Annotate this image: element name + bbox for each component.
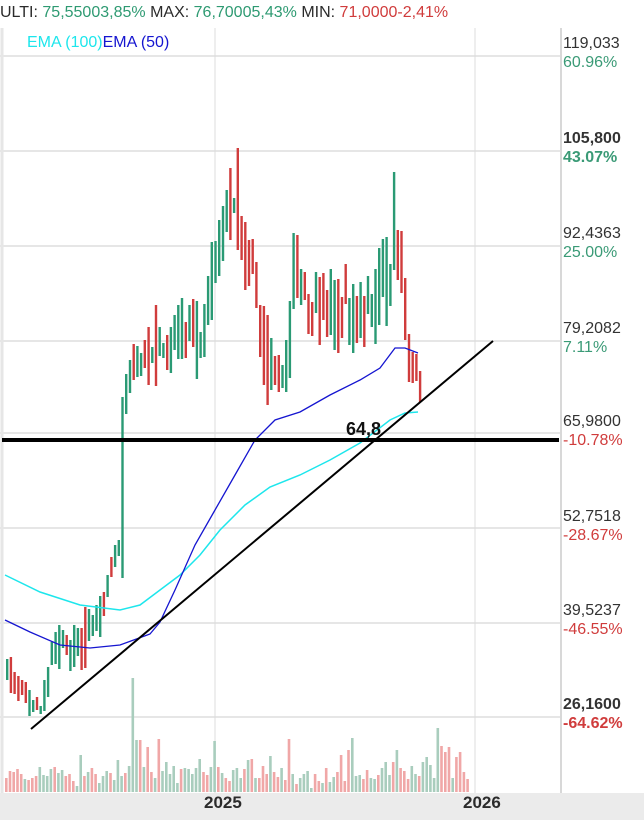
y-tick-price: 26,1600 <box>563 696 621 713</box>
y-tick-price: 65,9800 <box>563 413 621 430</box>
y-tick-label: 39,5237 -46.55% <box>563 601 623 639</box>
ema100-line <box>4 411 419 611</box>
chart-grid <box>0 28 562 793</box>
last-pct: 3,85% <box>100 4 146 21</box>
max-label: MAX: <box>150 4 190 21</box>
y-tick-price: 105,800 <box>563 130 621 147</box>
y-tick-pct: 43.07% <box>563 149 618 166</box>
x-axis: 2025 2026 <box>0 793 644 820</box>
min-pct: -2,41% <box>397 4 449 21</box>
y-tick-price: 52,7518 <box>563 508 621 525</box>
x-tick-2026: 2026 <box>463 793 501 812</box>
y-tick-label: 65,9800 -10.78% <box>563 412 623 450</box>
y-tick-pct: 7.11% <box>563 339 608 356</box>
y-tick-label: 119,033 60.96% <box>563 34 620 72</box>
y-tick-price: 79,2082 <box>563 320 621 337</box>
last-value: 75,5500 <box>42 4 101 21</box>
candlesticks <box>6 148 422 716</box>
y-tick-pct: -28.67% <box>563 527 623 544</box>
y-tick-pct: 60.96% <box>563 54 618 71</box>
volume-bars <box>5 678 469 792</box>
min-label: MIN: <box>301 4 336 21</box>
max-pct: 5,43% <box>251 4 297 21</box>
level-annotation: 64,8 <box>346 419 382 439</box>
y-tick-label: 79,2082 7.11% <box>563 319 621 357</box>
ema50-line <box>4 347 419 649</box>
y-tick-price: 39,5237 <box>563 602 621 619</box>
y-tick-pct: 25.00% <box>563 244 618 261</box>
y-tick-label: 26,1600 -64.62% <box>563 695 623 733</box>
y-tick-price: 119,033 <box>563 35 620 52</box>
legend-ema50: EMA (50) <box>102 34 170 51</box>
y-tick-label: 52,7518 -28.67% <box>563 507 623 545</box>
last-label: ULTI: <box>0 4 38 21</box>
price-summary-header: ULTI: 75,55003,85% MAX: 76,70005,43% MIN… <box>0 0 644 26</box>
max-value: 76,7000 <box>193 4 252 21</box>
y-tick-pct: -46.55% <box>563 621 623 638</box>
x-tick-2025: 2025 <box>204 793 242 812</box>
y-tick-pct: -64.62% <box>563 715 623 732</box>
legend: EMA (100)EMA (50) <box>27 34 169 52</box>
y-tick-pct: -10.78% <box>563 432 623 449</box>
y-tick-label: 105,800 43.07% <box>563 129 621 167</box>
y-tick-label: 92,4363 25.00% <box>563 224 621 262</box>
y-tick-price: 92,4363 <box>563 225 621 242</box>
trendline[interactable] <box>30 340 494 730</box>
min-value: 71,0000 <box>339 4 398 21</box>
legend-ema100: EMA (100) <box>27 34 103 51</box>
